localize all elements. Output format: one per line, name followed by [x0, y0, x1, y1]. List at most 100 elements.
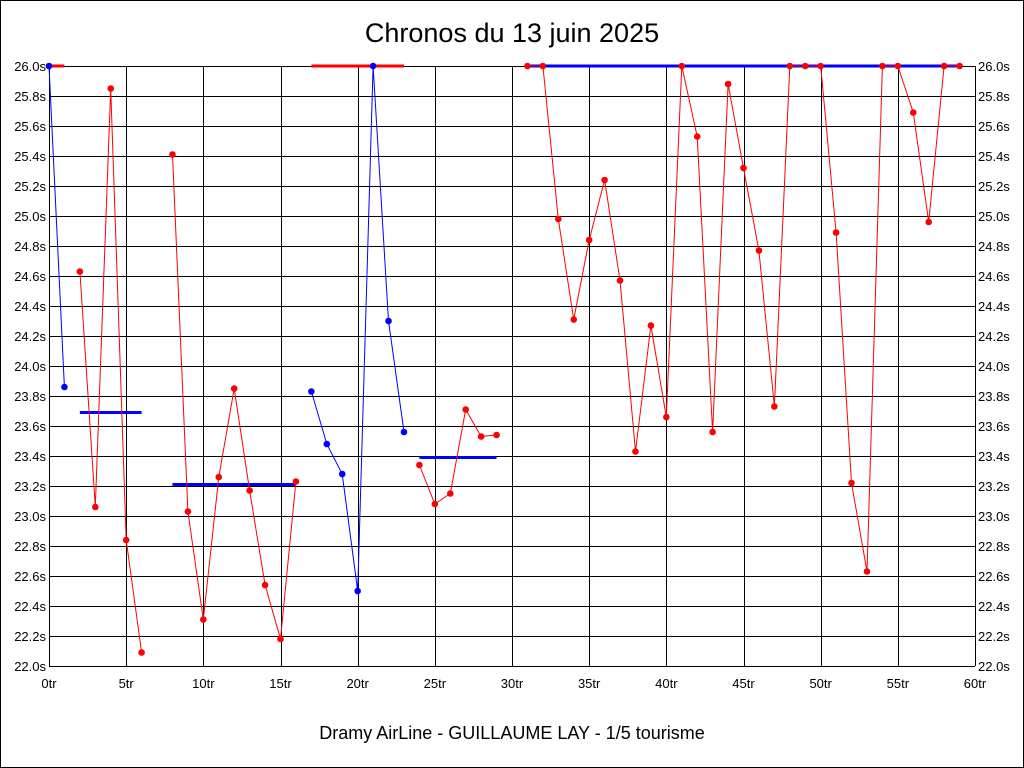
data-point — [755, 247, 763, 254]
data-point — [493, 431, 500, 439]
y-tick-label-left: 23.6s — [14, 419, 46, 434]
data-point — [215, 473, 223, 481]
series-line — [48, 65, 65, 388]
y-tick-label-left: 22.2s — [14, 629, 46, 644]
x-tick-label: 0tr — [41, 676, 57, 691]
data-point — [138, 649, 145, 656]
y-tick-label-right: 22.8s — [978, 539, 1010, 554]
series-line — [79, 88, 143, 653]
x-tick-label: 20tr — [346, 676, 369, 691]
y-tick-label-right: 24.2s — [978, 329, 1010, 344]
data-point — [894, 62, 902, 70]
data-point — [740, 164, 747, 172]
series-line — [310, 65, 405, 592]
data-point — [92, 503, 99, 511]
y-tick-label-right: 23.0s — [978, 509, 1010, 524]
chart-title: Chronos du 13 juin 2025 — [364, 18, 660, 48]
data-point — [308, 388, 315, 395]
y-tick-label-left: 24.8s — [14, 239, 46, 254]
y-tick-label-right: 25.0s — [978, 209, 1010, 224]
data-point — [385, 317, 392, 325]
y-tick-label-left: 25.0s — [14, 209, 46, 224]
x-tick-label: 55tr — [887, 676, 910, 691]
y-tick-label-right: 25.4s — [978, 149, 1010, 164]
y-tick-label-right: 25.2s — [978, 179, 1010, 194]
y-tick-label-right: 26.0s — [978, 59, 1010, 74]
x-tick-label: 25tr — [424, 676, 447, 691]
y-tick-label-right: 23.4s — [978, 449, 1010, 464]
y-tick-label-left: 26.0s — [14, 59, 46, 74]
x-tick-label: 30tr — [501, 676, 524, 691]
data-point — [601, 176, 608, 184]
data-point — [632, 448, 639, 455]
data-point — [122, 536, 130, 544]
data-point — [956, 62, 963, 70]
data-point — [477, 433, 485, 440]
data-point — [724, 80, 732, 88]
data-point — [261, 581, 269, 589]
data-point — [817, 62, 824, 70]
data-point — [616, 277, 624, 284]
data-point — [446, 490, 454, 497]
data-point — [462, 406, 470, 413]
data-point — [61, 383, 68, 391]
data-point — [925, 218, 932, 226]
data-point — [848, 479, 855, 487]
data-point — [292, 478, 300, 485]
data-point — [323, 440, 331, 448]
data-point — [45, 62, 53, 70]
y-tick-label-left: 23.2s — [14, 479, 46, 494]
x-tick-label: 50tr — [809, 676, 832, 691]
data-point — [786, 62, 794, 70]
y-tick-label-right: 22.6s — [978, 569, 1010, 584]
y-tick-label-left: 23.0s — [14, 509, 46, 524]
data-point — [230, 385, 238, 392]
y-tick-label-left: 24.6s — [14, 269, 46, 284]
data-point — [246, 487, 253, 494]
data-point — [277, 635, 284, 643]
data-point — [431, 500, 439, 508]
y-tick-label-right: 24.4s — [978, 299, 1010, 314]
data-point — [539, 62, 547, 70]
y-tick-label-left: 25.2s — [14, 179, 46, 194]
y-tick-label-right: 22.2s — [978, 629, 1010, 644]
y-tick-label-right: 25.6s — [978, 119, 1010, 134]
y-tick-label-left: 25.6s — [14, 119, 46, 134]
y-tick-label-left: 22.0s — [14, 659, 46, 674]
x-tick-label: 60tr — [964, 676, 987, 691]
y-tick-label-left: 22.6s — [14, 569, 46, 584]
y-tick-label-right: 23.6s — [978, 419, 1010, 434]
data-point — [354, 587, 361, 595]
data-point — [940, 62, 948, 70]
data-point — [107, 85, 115, 92]
data-point — [570, 316, 578, 323]
y-tick-label-left: 22.8s — [14, 539, 46, 554]
x-tick-label: 40tr — [655, 676, 678, 691]
y-tick-label-right: 23.8s — [978, 389, 1010, 404]
y-tick-label-left: 24.4s — [14, 299, 46, 314]
data-point — [663, 413, 670, 421]
data-point — [832, 229, 840, 236]
data-point — [879, 62, 886, 70]
y-tick-label-left: 24.0s — [14, 359, 46, 374]
data-point — [184, 508, 192, 515]
y-tick-label-left: 25.8s — [14, 89, 46, 104]
data-point — [909, 109, 917, 116]
y-tick-label-left: 23.4s — [14, 449, 46, 464]
y-tick-label-left: 25.4s — [14, 149, 46, 164]
data-point — [369, 62, 377, 70]
data-point — [524, 62, 531, 70]
data-point — [678, 62, 686, 70]
y-tick-label-left: 24.2s — [14, 329, 46, 344]
data-point — [585, 236, 593, 244]
y-tick-label-right: 24.6s — [978, 269, 1010, 284]
series-line — [527, 65, 960, 572]
data-point — [801, 62, 809, 70]
x-tick-label: 5tr — [119, 676, 135, 691]
x-tick-label: 35tr — [578, 676, 601, 691]
x-tick-label: 15tr — [269, 676, 292, 691]
data-point — [647, 322, 655, 329]
y-tick-label-right: 22.0s — [978, 659, 1010, 674]
x-tick-label: 45tr — [732, 676, 755, 691]
